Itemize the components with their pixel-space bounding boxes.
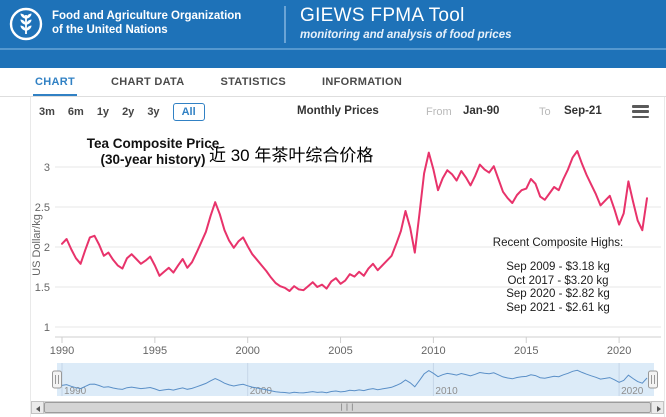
navigator-handle-right[interactable] bbox=[648, 370, 658, 389]
recent-highs-title: Recent Composite Highs: bbox=[492, 237, 624, 249]
chart-scrollbar: ||| bbox=[31, 401, 664, 414]
range-selector: 3m 6m 1y 2y 3y All bbox=[39, 98, 205, 126]
range-6m-button[interactable]: 6m bbox=[67, 106, 84, 118]
tab-information[interactable]: INFORMATION bbox=[322, 76, 403, 88]
recent-high-entry: Sep 2009 - $3.18 kg bbox=[506, 261, 610, 273]
svg-text:3: 3 bbox=[44, 162, 50, 174]
org-name: Food and Agriculture Organization of the… bbox=[52, 10, 242, 36]
svg-text:2000: 2000 bbox=[235, 345, 259, 357]
navigator-selected-mask[interactable] bbox=[57, 363, 654, 396]
svg-text:2.5: 2.5 bbox=[35, 202, 50, 214]
series-frequency-label: Monthly Prices bbox=[297, 105, 379, 117]
app-title: GIEWS FPMA Tool bbox=[300, 5, 465, 26]
scrollbar-right-arrow-icon[interactable] bbox=[651, 401, 664, 414]
header-bar: Food and Agriculture Organization of the… bbox=[0, 0, 666, 48]
range-all-button[interactable]: All bbox=[172, 103, 205, 121]
recent-high-entry: Oct 2017 - $3.20 kg bbox=[507, 274, 609, 287]
chart-toolbar: 3m 6m 1y 2y 3y All Monthly Prices From J… bbox=[31, 98, 664, 126]
recent-high-entry: Sep 2021 - $2.61 kg bbox=[506, 301, 610, 314]
tab-bar: CHART CHART DATA STATISTICS INFORMATION bbox=[0, 68, 666, 97]
header-sub-bar bbox=[0, 48, 666, 68]
to-date-field[interactable]: Sep-21 bbox=[564, 105, 602, 117]
chart-title: Tea Composite Price (30-year history) bbox=[86, 136, 220, 167]
to-label: To bbox=[539, 106, 551, 118]
navigator-series-line bbox=[61, 369, 648, 394]
chart-panel-border-left bbox=[30, 97, 31, 417]
svg-text:2: 2 bbox=[44, 242, 50, 254]
scrollbar-thumb[interactable]: ||| bbox=[44, 402, 651, 413]
scrollbar-left-arrow-icon[interactable] bbox=[31, 401, 44, 414]
svg-text:2010: 2010 bbox=[421, 345, 445, 357]
navigator-year-label: 1990 bbox=[64, 386, 87, 397]
price-chart-plot[interactable]: 1 1.5 2 2.5 3 US Dollar/kg 1990 1995 2000 2005 201… bbox=[31, 127, 665, 363]
svg-text:1995: 1995 bbox=[143, 345, 167, 357]
y-gridlines: 1 1.5 2 2.5 3 bbox=[35, 162, 661, 334]
svg-text:1.5: 1.5 bbox=[35, 282, 50, 294]
recent-high-entry: Sep 2020 - $2.82 kg bbox=[506, 288, 610, 300]
recent-highs-annotation: Recent Composite Highs: Sep 2009 - $3.18… bbox=[458, 237, 658, 315]
svg-text:1: 1 bbox=[44, 322, 50, 334]
hamburger-menu-icon[interactable] bbox=[632, 105, 649, 118]
svg-text:2015: 2015 bbox=[514, 345, 538, 357]
from-date-field[interactable]: Jan-90 bbox=[463, 105, 500, 117]
header-divider bbox=[284, 6, 286, 43]
fao-logo-icon bbox=[9, 7, 43, 41]
price-line-series[interactable] bbox=[61, 150, 648, 292]
chart-panel-border-right bbox=[664, 97, 665, 417]
y-axis-title: US Dollar/kg bbox=[31, 214, 43, 276]
chinese-annotation: 近 30 年茶叶综合价格 bbox=[209, 146, 374, 165]
svg-text:2020: 2020 bbox=[607, 345, 631, 357]
scrollbar-grip-icon: ||| bbox=[339, 403, 356, 411]
tab-chart-data[interactable]: CHART DATA bbox=[111, 76, 185, 88]
navigator-year-label: 2010 bbox=[435, 386, 458, 397]
x-axis: 1990 1995 2000 2005 2010 2015 2020 bbox=[50, 336, 661, 357]
navigator-handle-left[interactable] bbox=[52, 370, 62, 389]
range-navigator[interactable]: 1990 2000 2010 2020 bbox=[31, 362, 665, 400]
range-1y-button[interactable]: 1y bbox=[96, 106, 110, 118]
tab-chart[interactable]: CHART bbox=[33, 68, 77, 96]
range-3y-button[interactable]: 3y bbox=[147, 106, 160, 118]
range-2y-button[interactable]: 2y bbox=[122, 106, 135, 118]
navigator-year-label: 2020 bbox=[621, 386, 644, 397]
range-3m-button[interactable]: 3m bbox=[39, 106, 55, 118]
svg-text:1990: 1990 bbox=[50, 345, 74, 357]
navigator-year-label: 2000 bbox=[250, 386, 273, 397]
app-subtitle: monitoring and analysis of food prices bbox=[300, 29, 512, 41]
tab-statistics[interactable]: STATISTICS bbox=[220, 76, 287, 88]
from-label: From bbox=[426, 106, 452, 118]
scrollbar-track[interactable]: ||| bbox=[44, 401, 651, 414]
svg-text:2005: 2005 bbox=[328, 345, 352, 357]
